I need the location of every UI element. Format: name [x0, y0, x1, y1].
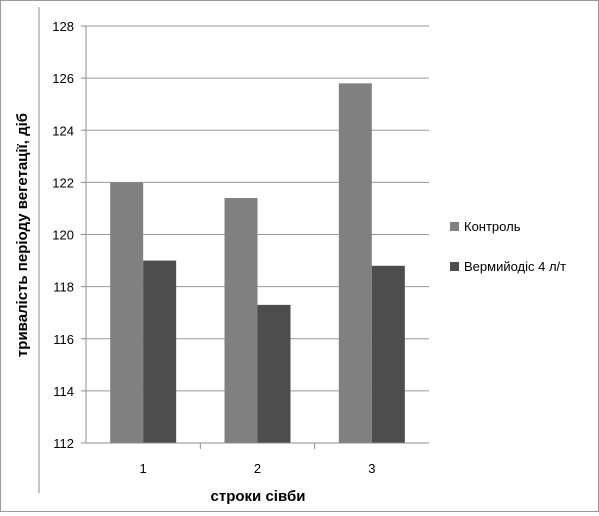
bar-series-1: [224, 198, 258, 443]
y-tick-label: 122: [52, 175, 74, 190]
y-axis-title: тривалість періоду вегетації, діб: [14, 113, 31, 357]
y-tick-label: 126: [52, 71, 74, 86]
y-tick-label: 128: [52, 19, 74, 34]
bar-series-2: [371, 265, 405, 443]
x-axis-title: строки сівби: [211, 488, 306, 505]
legend: Контроль Вермийодіс 4 л/т: [450, 219, 566, 274]
legend-label-1: Контроль: [464, 219, 521, 234]
legend-label-2: Вермийодіс 4 л/т: [464, 259, 566, 274]
x-tick-label: 1: [140, 461, 147, 476]
bar-series-1: [338, 83, 372, 444]
legend-swatch-1: [450, 222, 459, 231]
bars: [110, 83, 405, 444]
x-tick-label: 3: [368, 461, 375, 476]
y-tick-label: 116: [53, 332, 74, 347]
y-tick-label: 118: [53, 280, 74, 295]
y-tick-label: 112: [53, 436, 74, 451]
bar-series-2: [143, 260, 177, 443]
y-tick-label: 114: [53, 384, 74, 399]
legend-swatch-2: [450, 262, 459, 271]
tick-labels: 112 114 116 118 120 122 124 126 128 1 2 3: [52, 19, 375, 476]
bar-series-2: [257, 304, 291, 443]
bar-series-1: [110, 182, 144, 443]
y-tick-label: 124: [52, 123, 74, 138]
x-tick-label: 2: [254, 461, 261, 476]
y-tick-label: 120: [52, 228, 74, 243]
